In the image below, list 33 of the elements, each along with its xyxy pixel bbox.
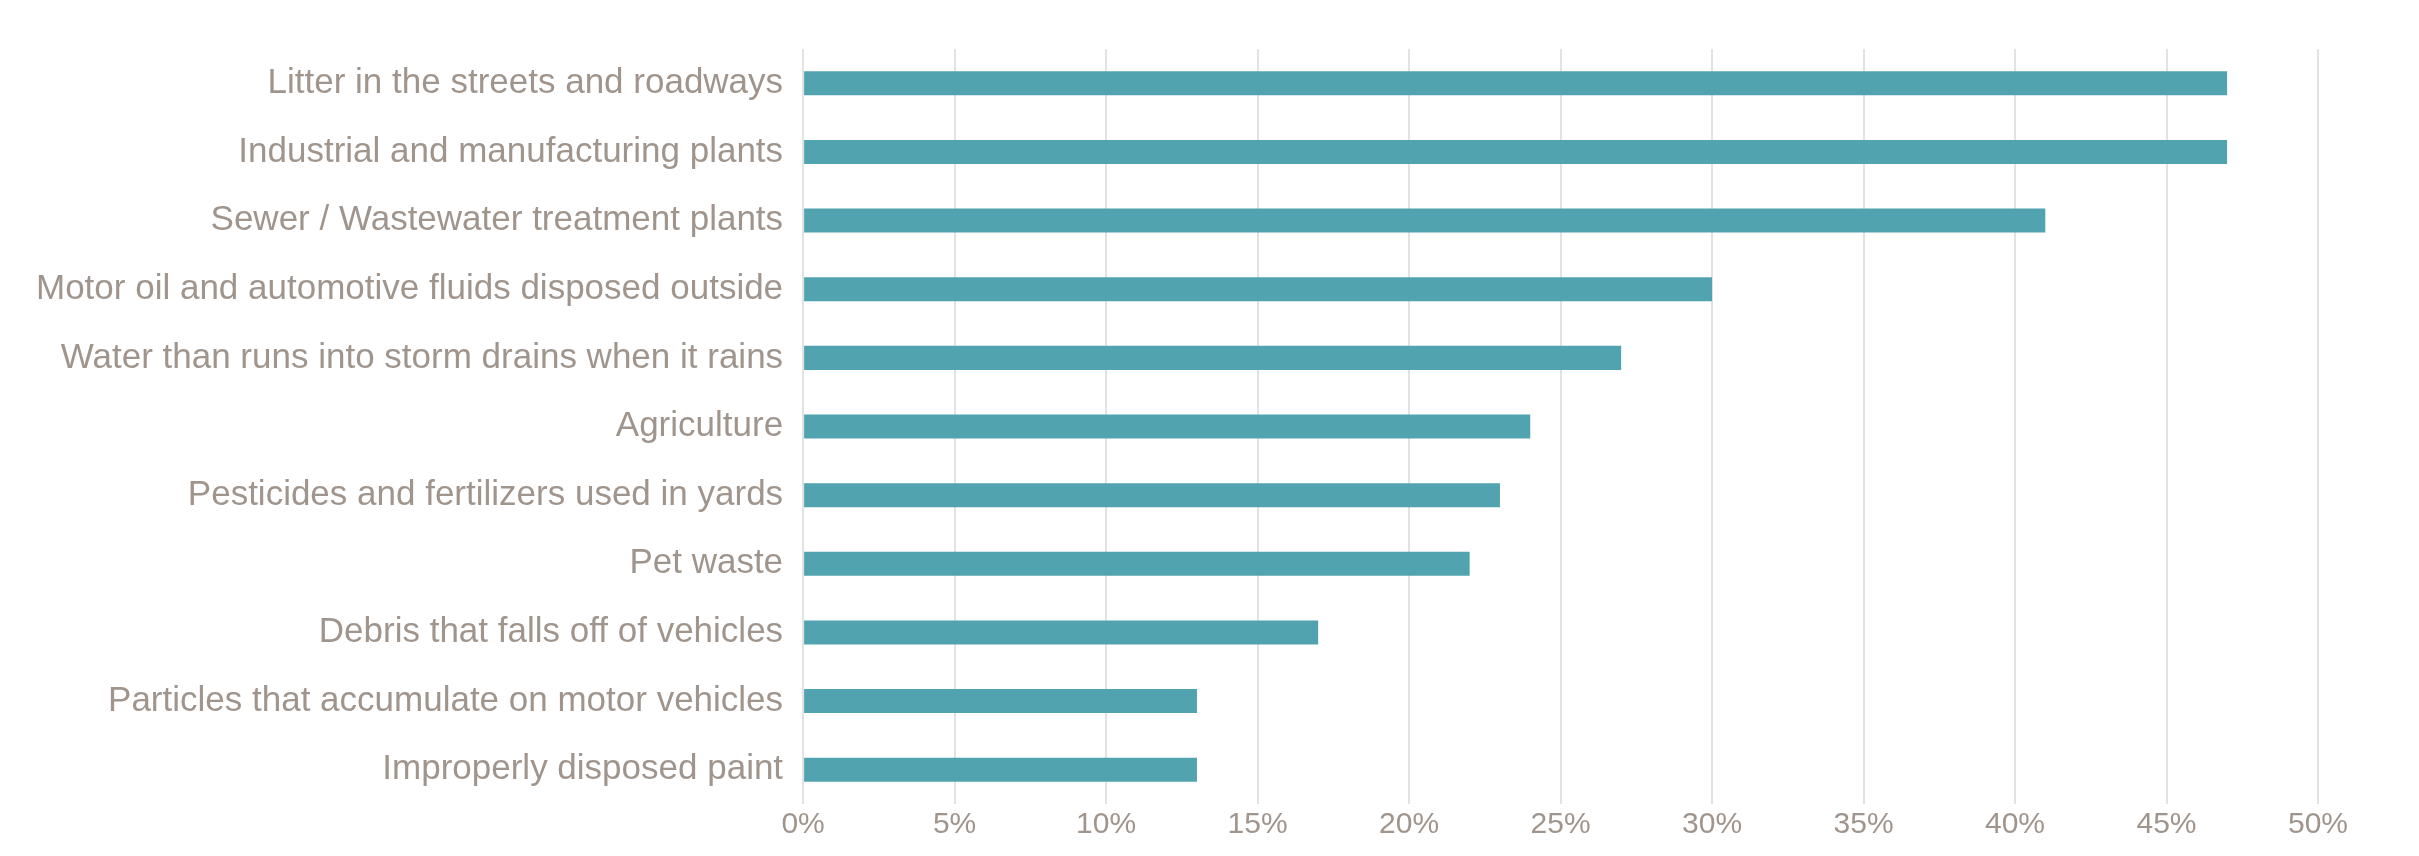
bar bbox=[804, 71, 2228, 96]
bar bbox=[804, 139, 2228, 164]
y-tick-label: Pesticides and fertilizers used in yards bbox=[187, 472, 784, 512]
bar bbox=[804, 208, 2046, 233]
bar bbox=[804, 414, 1531, 439]
y-tick-label: Litter in the streets and roadways bbox=[267, 60, 784, 100]
x-tick-label: 40% bbox=[1985, 806, 2046, 840]
y-tick-label: Improperly disposed paint bbox=[382, 747, 784, 787]
bar bbox=[804, 689, 1197, 714]
x-tick-label: 10% bbox=[1076, 806, 1137, 840]
x-tick-label: 30% bbox=[1682, 806, 1743, 840]
x-tick-label: 20% bbox=[1379, 806, 1440, 840]
x-tick-label: 25% bbox=[1530, 806, 1591, 840]
y-tick-label: Debris that falls off of vehicles bbox=[318, 610, 784, 650]
bar bbox=[804, 620, 1319, 645]
x-tick-label: 45% bbox=[2136, 806, 2197, 840]
y-tick-label: Particles that accumulate on motor vehicles bbox=[108, 678, 784, 718]
bar bbox=[804, 345, 1622, 370]
y-tick-label: Agriculture bbox=[615, 404, 784, 444]
x-tick-label: 5% bbox=[932, 806, 977, 840]
y-tick-label: Industrial and manufacturing plants bbox=[238, 129, 784, 169]
y-tick-label: Motor oil and automotive fluids disposed outside bbox=[35, 266, 784, 306]
x-tick-label: 35% bbox=[1833, 806, 1894, 840]
x-tick-label: 50% bbox=[2287, 806, 2349, 840]
y-tick-label: Pet waste bbox=[629, 541, 784, 581]
x-tick-label: 0% bbox=[781, 806, 825, 840]
bar bbox=[804, 551, 1470, 576]
x-tick-label: 15% bbox=[1227, 806, 1288, 840]
bar bbox=[804, 483, 1500, 508]
y-tick-label: Sewer / Wastewater treatment plants bbox=[210, 198, 784, 238]
bar bbox=[804, 277, 1713, 302]
y-tick-label: Water than runs into storm drains when it rains bbox=[60, 335, 784, 375]
bar bbox=[804, 757, 1197, 782]
